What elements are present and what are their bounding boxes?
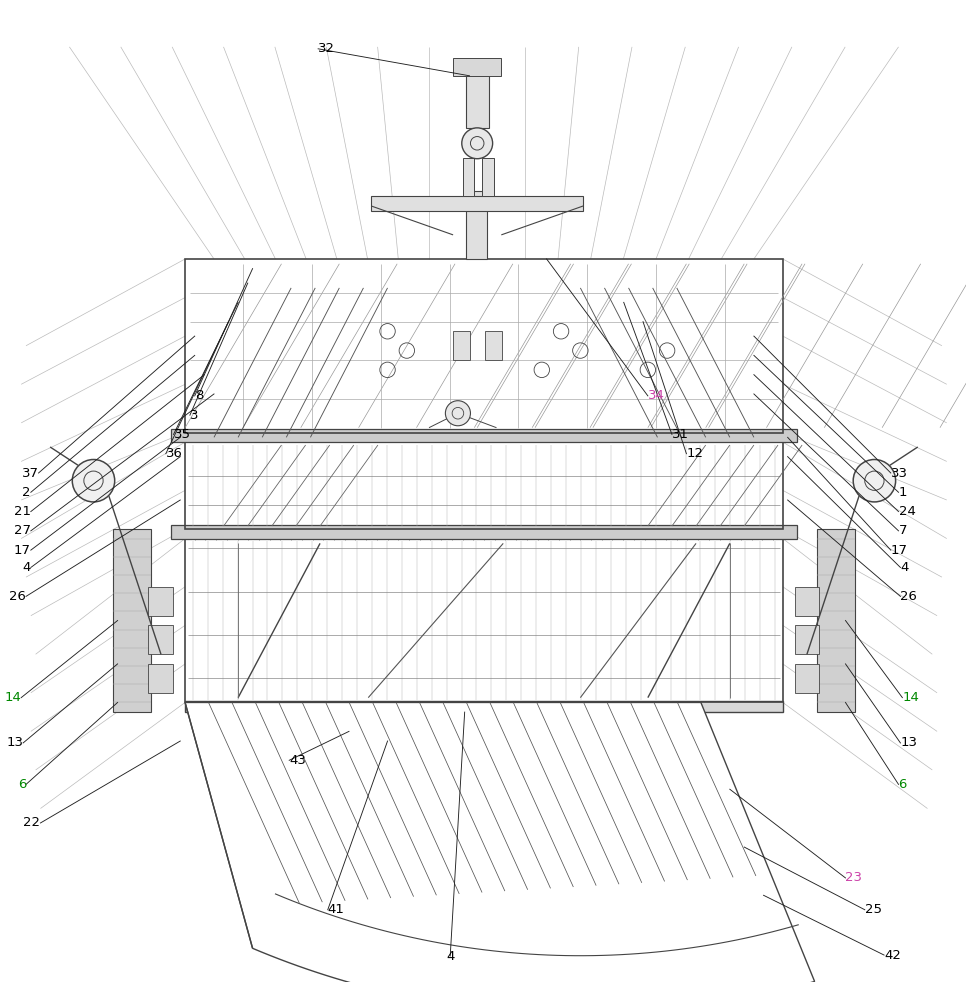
Text: 14: 14 <box>902 691 920 704</box>
Bar <box>171 525 797 539</box>
Text: 24: 24 <box>898 505 916 518</box>
Text: 35: 35 <box>174 428 190 441</box>
Text: 17: 17 <box>14 544 31 557</box>
Text: 32: 32 <box>318 42 335 55</box>
Text: 4: 4 <box>446 950 454 963</box>
Text: 1: 1 <box>898 486 907 499</box>
Text: 8: 8 <box>195 389 203 402</box>
Text: 21: 21 <box>14 505 31 518</box>
Bar <box>453 58 501 76</box>
Text: 23: 23 <box>845 871 863 884</box>
Text: 4: 4 <box>900 561 909 574</box>
Bar <box>466 75 489 128</box>
Text: 42: 42 <box>884 949 901 962</box>
Bar <box>795 625 819 654</box>
Bar <box>816 529 855 712</box>
Text: 4: 4 <box>22 561 31 574</box>
Text: 37: 37 <box>21 467 39 480</box>
Text: 14: 14 <box>4 691 21 704</box>
Circle shape <box>445 401 470 426</box>
Text: 2: 2 <box>22 486 31 499</box>
Text: 33: 33 <box>891 467 908 480</box>
Text: 6: 6 <box>898 778 907 791</box>
Text: 41: 41 <box>327 903 345 916</box>
Bar <box>485 331 502 360</box>
Circle shape <box>462 128 493 159</box>
Bar <box>185 259 782 433</box>
Bar <box>185 701 782 712</box>
Text: 7: 7 <box>898 524 907 537</box>
Text: 17: 17 <box>891 544 908 557</box>
Text: 12: 12 <box>687 447 703 460</box>
Bar <box>185 539 782 702</box>
Bar <box>371 196 583 211</box>
Bar <box>185 442 782 529</box>
Text: 31: 31 <box>672 428 689 441</box>
Bar <box>171 429 797 442</box>
Text: 43: 43 <box>289 754 306 767</box>
Bar <box>149 664 173 693</box>
Bar <box>795 664 819 693</box>
Bar <box>466 191 487 259</box>
Circle shape <box>853 460 895 502</box>
Bar <box>113 529 152 712</box>
Text: 27: 27 <box>14 524 31 537</box>
Text: 3: 3 <box>190 409 198 422</box>
Bar <box>463 158 474 196</box>
Bar <box>795 587 819 616</box>
Text: 25: 25 <box>865 903 882 916</box>
Text: 34: 34 <box>648 389 665 402</box>
Bar <box>149 587 173 616</box>
Text: 13: 13 <box>900 736 918 749</box>
Text: 6: 6 <box>17 778 26 791</box>
Text: 22: 22 <box>23 816 41 829</box>
Text: 26: 26 <box>9 590 26 603</box>
Bar <box>149 625 173 654</box>
Text: 36: 36 <box>166 447 183 460</box>
Text: 26: 26 <box>900 590 918 603</box>
Polygon shape <box>185 702 814 1000</box>
Bar <box>482 158 494 196</box>
Text: 13: 13 <box>6 736 23 749</box>
Circle shape <box>72 460 115 502</box>
Bar <box>453 331 470 360</box>
